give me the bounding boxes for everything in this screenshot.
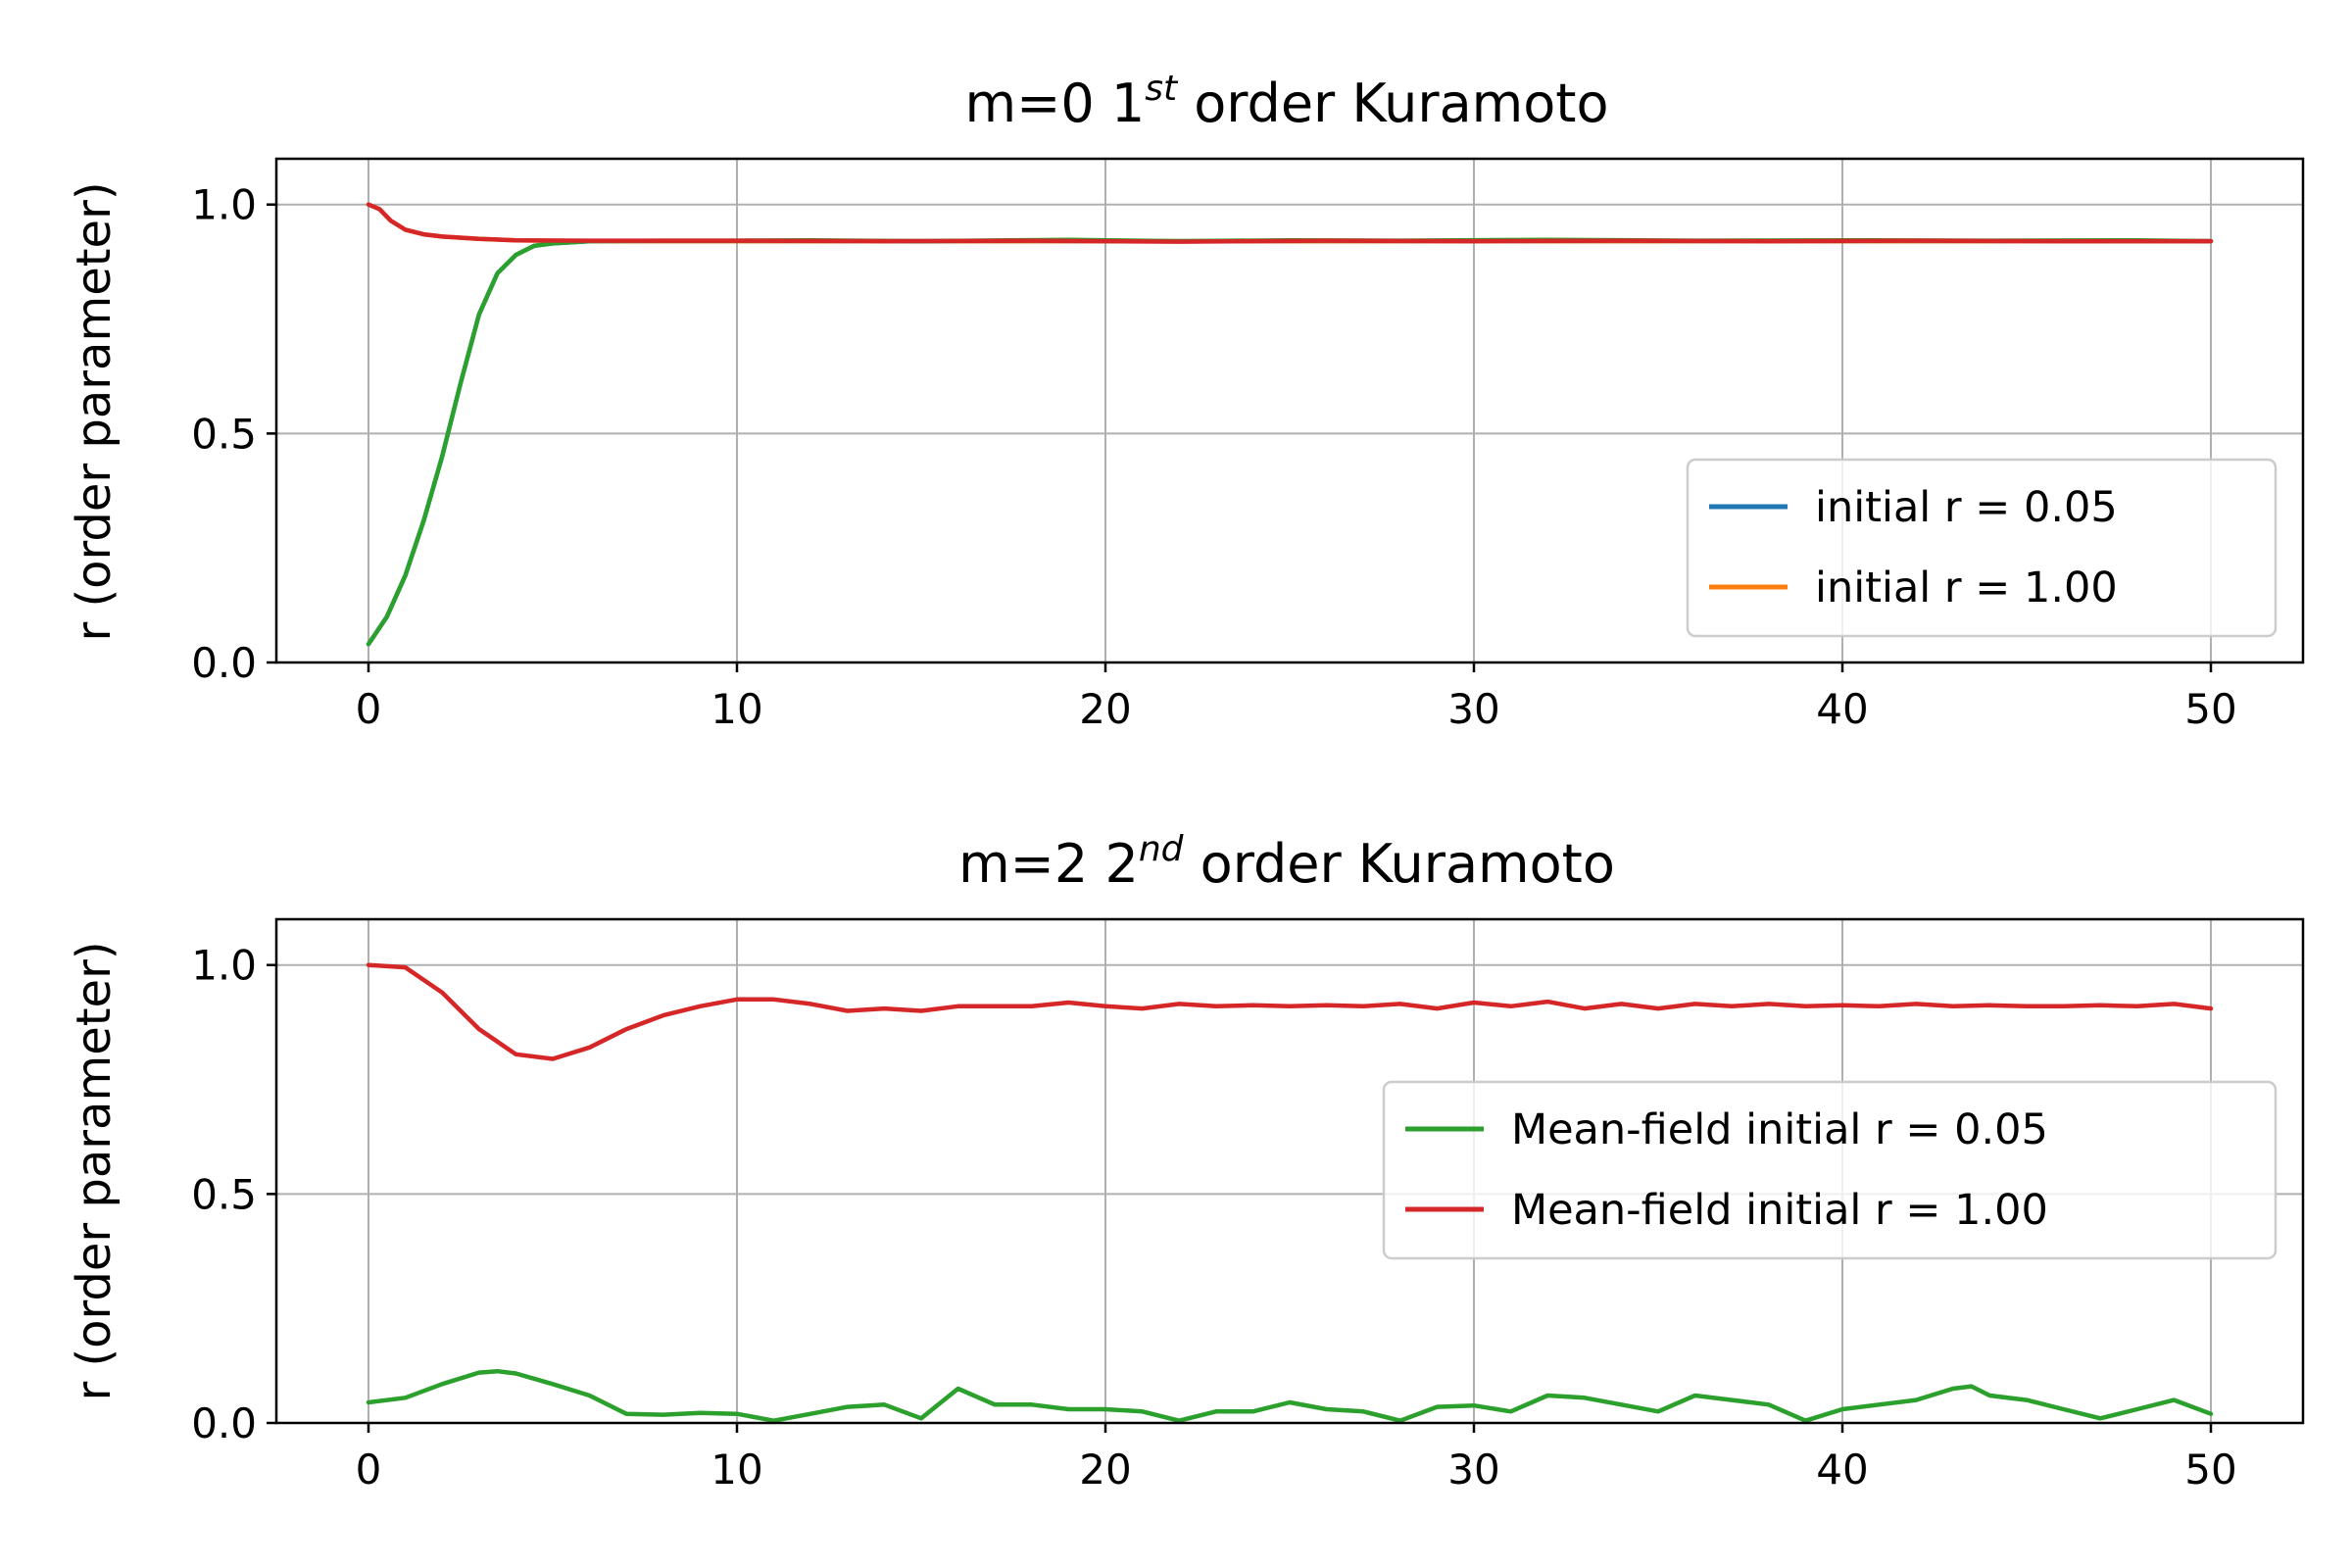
top-chart-title-suffix: order Kuramoto: [1177, 73, 1608, 134]
top-chart-y-tick-label: 0.5: [191, 410, 257, 458]
bottom-chart-legend-box: [1382, 1080, 2278, 1260]
bottom-chart-y-axis-label: r (order parameter): [67, 941, 122, 1400]
bottom-chart-x-tick-label: 0: [356, 1446, 382, 1494]
top-chart-x-tick-label: 0: [356, 685, 382, 733]
top-chart-series-line-4: [366, 202, 2214, 244]
top-chart-legend-box: [1686, 458, 2278, 638]
bottom-chart-series-group: [366, 962, 2214, 1423]
bottom-chart-y-tick-label: 0.0: [191, 1399, 257, 1447]
top-chart-series-group: [366, 202, 2214, 647]
bottom-chart-legend: Mean-field initial r = 0.05 Mean-field in…: [1382, 1080, 2278, 1260]
top-chart-legend-label: initial r = 1.00: [1815, 564, 2118, 612]
bottom-chart-legend-label: Mean-field initial r = 1.00: [1511, 1186, 2048, 1235]
bottom-chart-axes-frame: [274, 917, 2305, 1425]
bottom-chart-x-tick-label: 40: [1816, 1446, 1868, 1494]
top-chart-x-tick-label: 50: [2184, 685, 2236, 733]
top-chart-title-superscript: st: [1145, 69, 1179, 109]
top-chart-y-tick-label: 1.0: [191, 181, 257, 229]
top-chart-panel: m=0 1st order Kuramoto r (order paramete…: [67, 69, 2305, 733]
top-chart-legend: initial r = 0.05 initial r = 1.00: [1686, 458, 2278, 638]
bottom-chart-series-line-2: [366, 962, 2214, 1061]
bottom-chart-title: m=2 2nd order Kuramoto: [958, 829, 1615, 895]
top-chart-legend-label: initial r = 0.05: [1815, 483, 2118, 532]
top-chart-x-tick-label: 20: [1079, 685, 1131, 733]
top-chart-y-axis-label: r (order parameter): [67, 181, 122, 641]
bottom-chart-x-tick-label: 50: [2184, 1446, 2236, 1494]
bottom-chart-title-main: m=2 2: [958, 833, 1139, 895]
top-chart-series-line-2: [366, 202, 2214, 244]
bottom-chart-panel: m=2 2nd order Kuramoto r (order paramete…: [67, 829, 2305, 1494]
bottom-chart-series-line-1: [366, 1368, 2214, 1423]
bottom-chart-legend-label: Mean-field initial r = 0.05: [1511, 1105, 2048, 1154]
top-chart-title: m=0 1st order Kuramoto: [964, 69, 1608, 134]
top-chart-ticks: 0 10 20 30 40 50 0.0 0.5 1.0: [191, 181, 2237, 733]
bottom-chart-x-tick-label: 10: [710, 1446, 762, 1494]
bottom-chart-x-tick-label: 30: [1447, 1446, 1499, 1494]
top-chart-x-tick-label: 40: [1816, 685, 1868, 733]
top-chart-x-tick-label: 10: [710, 685, 762, 733]
top-chart-axes-frame: [274, 157, 2305, 664]
top-chart-title-main: m=0 1: [964, 73, 1145, 134]
bottom-chart-ticks: 0 10 20 30 40 50 0.0 0.5 1.0: [191, 942, 2237, 1494]
top-chart-x-tick-label: 30: [1447, 685, 1499, 733]
bottom-chart-y-tick-label: 0.5: [191, 1170, 257, 1218]
bottom-chart-x-tick-label: 20: [1079, 1446, 1131, 1494]
top-chart-y-tick-label: 0.0: [191, 639, 257, 687]
bottom-chart-y-tick-label: 1.0: [191, 942, 257, 990]
bottom-chart-title-superscript: nd: [1139, 829, 1185, 869]
bottom-chart-title-suffix: order Kuramoto: [1183, 833, 1614, 895]
